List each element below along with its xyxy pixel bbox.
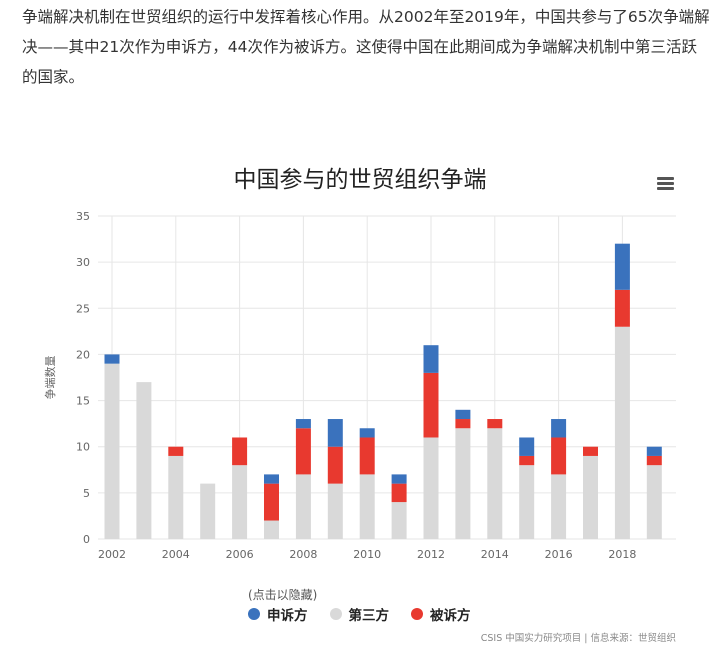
bar-third-party bbox=[136, 382, 152, 539]
chart-container: 0 5 10 15 20 25 30 35 2002 2004 2006 2008 2010 2012 20… bbox=[0, 150, 720, 652]
bar-complainant bbox=[359, 428, 375, 438]
y-tick-label: 30 bbox=[76, 256, 90, 269]
bar-third-party bbox=[487, 428, 503, 539]
bar-complainant bbox=[391, 474, 407, 484]
legend-label-third-party: 第三方 bbox=[348, 608, 390, 624]
bar-third-party bbox=[232, 465, 248, 539]
y-axis-title: 争端数量 bbox=[43, 356, 57, 400]
bar-third-party bbox=[359, 474, 375, 539]
bar-respondent bbox=[487, 419, 503, 429]
bar-complainant bbox=[423, 345, 439, 373]
y-tick-label: 15 bbox=[76, 395, 90, 408]
bar-respondent bbox=[614, 289, 630, 327]
bar-third-party bbox=[200, 483, 216, 539]
hamburger-menu-icon[interactable] bbox=[657, 177, 674, 191]
x-tick-label: 2006 bbox=[226, 548, 254, 561]
y-tick-label: 20 bbox=[76, 348, 90, 361]
chart-credits[interactable]: CSIS 中国实力研究项目 | 信息来源：世贸组织 bbox=[480, 633, 676, 644]
bar-third-party bbox=[264, 520, 279, 539]
intro-paragraph: 争端解决机制在世贸组织的运行中发挥着核心作用。从2002年至2019年，中国共参… bbox=[22, 8, 710, 86]
x-tick-label: 2010 bbox=[353, 548, 381, 561]
bar-third-party bbox=[583, 455, 598, 539]
x-tick-label: 2012 bbox=[417, 548, 445, 561]
legend-hint: (点击以隐藏) bbox=[248, 588, 318, 602]
y-tick-label: 35 bbox=[76, 210, 90, 223]
legend-label-respondent: 被诉方 bbox=[430, 608, 471, 624]
bar-third-party bbox=[519, 465, 535, 539]
bar-respondent bbox=[264, 483, 279, 521]
bar-respondent bbox=[359, 437, 375, 475]
x-tick-label: 2014 bbox=[481, 548, 509, 561]
bar-third-party bbox=[327, 483, 343, 539]
legend-item-complainant[interactable]: 申诉方 bbox=[248, 604, 308, 624]
bar-respondent bbox=[455, 419, 471, 429]
x-tick-label: 2016 bbox=[545, 548, 573, 561]
x-tick-label: 2018 bbox=[608, 548, 636, 561]
bar-complainant bbox=[104, 354, 120, 364]
bar-respondent bbox=[168, 446, 184, 456]
bar-complainant bbox=[327, 419, 343, 447]
y-tick-label: 25 bbox=[76, 302, 90, 315]
chart-title: 中国参与的世贸组织争端 bbox=[233, 167, 487, 193]
bar-respondent bbox=[295, 428, 311, 475]
legend-item-respondent[interactable]: 被诉方 bbox=[411, 604, 471, 624]
bar-respondent bbox=[519, 455, 535, 466]
bar-third-party bbox=[391, 502, 407, 539]
bar-third-party bbox=[455, 428, 471, 539]
y-tick-label: 5 bbox=[83, 487, 90, 500]
legend-item-third-party[interactable]: 第三方 bbox=[329, 604, 390, 624]
bar-third-party bbox=[168, 455, 184, 539]
legend-marker-complainant bbox=[248, 608, 260, 620]
y-tick-label: 10 bbox=[76, 441, 90, 454]
bar-respondent bbox=[327, 446, 343, 484]
bar-complainant bbox=[614, 243, 630, 290]
bar-respondent bbox=[391, 483, 407, 503]
x-tick-label: 2004 bbox=[162, 548, 190, 561]
bar-complainant bbox=[295, 419, 311, 429]
bar-chart: 0 5 10 15 20 25 30 35 2002 2004 2006 2008 2010 2012 20… bbox=[43, 210, 676, 561]
legend-marker-respondent bbox=[411, 608, 423, 620]
bar-respondent bbox=[646, 455, 662, 466]
bar-respondent bbox=[583, 446, 598, 456]
legend-label-complainant: 申诉方 bbox=[267, 608, 308, 624]
bar-third-party bbox=[646, 465, 662, 539]
bar-third-party bbox=[423, 437, 439, 539]
bar-third-party bbox=[614, 326, 630, 539]
legend-marker-third-party bbox=[329, 608, 342, 620]
chart-legend: 申诉方 第三方 被诉方 bbox=[248, 604, 471, 624]
bar-complainant bbox=[551, 419, 567, 438]
bar-respondent bbox=[423, 372, 439, 438]
bar-complainant bbox=[455, 409, 471, 420]
bar-complainant bbox=[519, 437, 535, 456]
bar-respondent bbox=[232, 437, 248, 466]
bar-third-party bbox=[551, 474, 567, 539]
x-tick-label: 2008 bbox=[289, 548, 317, 561]
bar-third-party bbox=[295, 474, 311, 539]
bar-third-party bbox=[104, 363, 120, 539]
bar-complainant bbox=[646, 446, 662, 456]
bar-respondent bbox=[551, 437, 567, 475]
bar-complainant bbox=[264, 474, 279, 484]
x-tick-label: 2002 bbox=[98, 548, 126, 561]
y-tick-label: 0 bbox=[83, 533, 90, 546]
